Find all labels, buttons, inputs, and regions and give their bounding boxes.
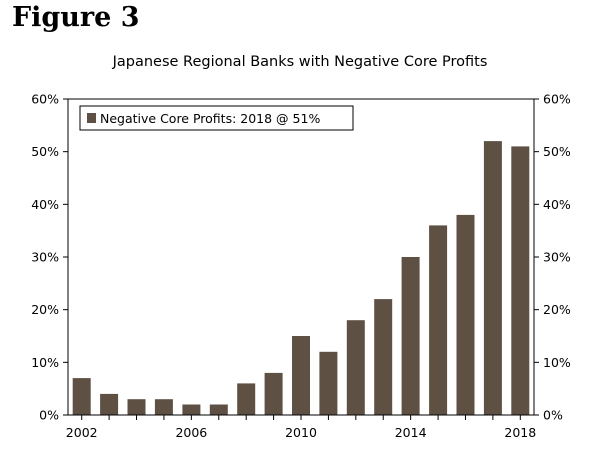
y-tick-label-left: 60%: [31, 92, 59, 107]
legend: Negative Core Profits: 2018 @ 51%: [79, 105, 354, 131]
y-tick-label-left: 10%: [31, 355, 59, 370]
y-axis-right: 0% 10% 20% 30% 40% 50% 60%: [534, 92, 571, 423]
figure-label: Figure 3: [12, 2, 140, 33]
x-tick-label: 2014: [395, 425, 427, 440]
bar-2016: [456, 214, 475, 415]
bar-2009: [264, 372, 283, 415]
bar-2018: [511, 146, 530, 415]
y-tick-label-right: 20%: [543, 302, 571, 317]
y-tick-label-left: 20%: [31, 302, 59, 317]
bar-2017: [483, 141, 502, 415]
bar-2011: [319, 351, 338, 415]
bar-2005: [154, 399, 173, 415]
y-tick-label-right: 50%: [543, 144, 571, 159]
x-tick-label: 2006: [175, 425, 207, 440]
bar-2006: [182, 404, 201, 415]
x-axis: 2002 2006 2010 2014 2018: [66, 415, 536, 440]
bar-2008: [237, 383, 256, 415]
x-tick-label: 2010: [285, 425, 317, 440]
y-tick-label-left: 30%: [31, 250, 59, 265]
y-tick-label-right: 10%: [543, 355, 571, 370]
bar-2012: [346, 320, 365, 415]
bar-2004: [127, 399, 146, 415]
bar-2014: [401, 257, 420, 415]
legend-label: Negative Core Profits: 2018 @ 51%: [100, 111, 320, 126]
bars-group: [72, 141, 530, 415]
y-tick-label-left: 0%: [39, 408, 59, 423]
y-tick-label-left: 50%: [31, 144, 59, 159]
legend-box: [79, 105, 354, 131]
y-tick-label-left: 40%: [31, 197, 59, 212]
bar-2002: [72, 378, 91, 415]
bar-2013: [374, 299, 393, 415]
y-tick-label-right: 0%: [543, 408, 563, 423]
y-tick-label-right: 40%: [543, 197, 571, 212]
bar-2010: [292, 336, 310, 415]
legend-swatch: [87, 113, 96, 123]
x-tick-label: 2018: [504, 425, 536, 440]
y-tick-label-right: 30%: [543, 250, 571, 265]
bar-2015: [429, 225, 448, 415]
bar-2007: [209, 404, 228, 415]
x-tick-label: 2002: [66, 425, 98, 440]
plot-frame: [67, 98, 535, 416]
y-axis-left: 0% 10% 20% 30% 40% 50% 60%: [31, 92, 68, 423]
bar-2003: [100, 393, 119, 415]
y-tick-label-right: 60%: [543, 92, 571, 107]
chart-title: Japanese Regional Banks with Negative Co…: [112, 54, 488, 70]
